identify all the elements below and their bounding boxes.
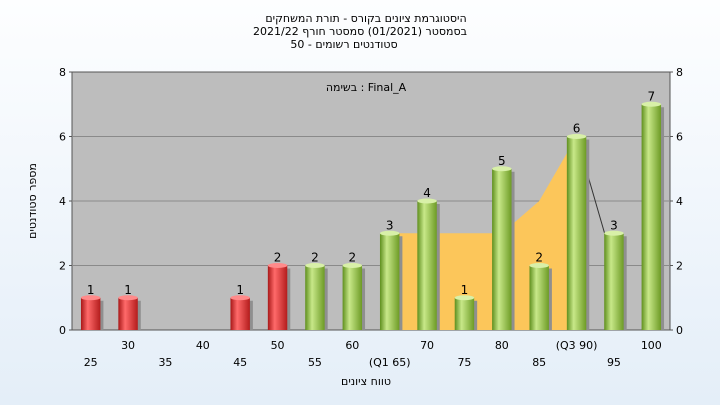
bar-cap: [641, 101, 662, 107]
bar-value-label: 1: [124, 283, 132, 297]
y-tick-label-left: 6: [59, 131, 66, 144]
bar-cap: [492, 166, 512, 172]
y-tick-label-right: 2: [676, 260, 683, 273]
y-tick-label-left: 4: [59, 195, 66, 208]
bar-cap: [118, 295, 138, 301]
y-tick-label-left: 2: [59, 260, 66, 273]
bar-cap: [230, 295, 250, 301]
bar-cap: [529, 263, 549, 268]
x-tick-label: 55: [308, 356, 322, 369]
y-tick-label-left: 0: [59, 324, 66, 337]
bar-value-label: 1: [236, 283, 244, 297]
bars-group: 1 1 1 2 2 2 3 4 1 5 2 6 3 7: [80, 89, 665, 330]
bar-value-label: 2: [535, 251, 543, 265]
bar-cap: [566, 134, 587, 139]
bar: [529, 265, 549, 330]
x-tick-label: 50: [271, 339, 285, 352]
bar-value-label: 5: [498, 154, 506, 168]
y-tick-label-right: 0: [676, 324, 683, 337]
bar-cap: [267, 263, 288, 268]
x-tick-label: 60: [345, 339, 359, 352]
bar: [305, 265, 325, 330]
bar: [604, 233, 624, 330]
bar: [454, 297, 475, 330]
bar-cap: [379, 230, 400, 236]
bar-value-label: 2: [274, 251, 282, 265]
x-tick-label: 40: [196, 339, 210, 352]
y-tick-label-right: 6: [676, 131, 683, 144]
bar: [417, 201, 437, 330]
y-tick-label-right: 8: [676, 66, 683, 79]
bar-value-label: 3: [386, 218, 394, 232]
chart-title-line-3: סטודנטים רשומים - 50: [290, 38, 397, 51]
bar-value-label: 1: [461, 283, 469, 297]
x-tick-label: 75: [457, 356, 471, 369]
x-tick-label: 25: [84, 356, 98, 369]
bar: [267, 265, 288, 330]
x-axis-label: טווח ציונים: [341, 375, 391, 388]
bar: [566, 136, 587, 330]
bar: [230, 297, 250, 330]
bar-value-label: 3: [610, 218, 618, 232]
bar-value-label: 2: [311, 251, 319, 265]
bar-value-label: 6: [573, 122, 581, 136]
x-tick-label: 100: [641, 339, 662, 352]
bar-cap: [80, 295, 101, 301]
bar-cap: [604, 230, 624, 236]
bar-cap: [342, 263, 363, 268]
bar: [118, 297, 138, 330]
x-tick-label: 70: [420, 339, 434, 352]
bar: [379, 233, 400, 330]
y-tick-label-left: 8: [59, 66, 66, 79]
y-axis-label: מספר סטודנטים: [26, 163, 39, 239]
x-tick-label: (Q3 90): [556, 339, 598, 352]
x-tick-label: 95: [607, 356, 621, 369]
bar-value-label: 1: [87, 283, 95, 297]
bar-cap: [454, 295, 475, 301]
x-tick-label: 35: [158, 356, 172, 369]
y-tick-label-right: 4: [676, 195, 683, 208]
bar: [641, 104, 662, 330]
bar-cap: [305, 263, 325, 268]
x-tick-label: 80: [495, 339, 509, 352]
chart-title-line-1: היסטוגרמת ציונים בקורס - תורת המשחקים: [265, 12, 466, 25]
bar-value-label: 7: [647, 89, 655, 103]
x-tick-label: (Q1 65): [369, 356, 411, 369]
chart-annotation: בשימה : Final_A: [326, 81, 407, 94]
bar: [342, 265, 363, 330]
bar: [492, 168, 512, 330]
bar-value-label: 2: [348, 251, 356, 265]
x-tick-label: 45: [233, 356, 247, 369]
bar-cap: [417, 198, 437, 204]
chart-title-line-2: בסמסטר (01/2021) סמסטר חורף 2021/22: [253, 25, 467, 38]
bar-value-label: 4: [423, 186, 431, 200]
bar: [80, 297, 101, 330]
x-tick-label: 85: [532, 356, 546, 369]
x-tick-label: 30: [121, 339, 135, 352]
